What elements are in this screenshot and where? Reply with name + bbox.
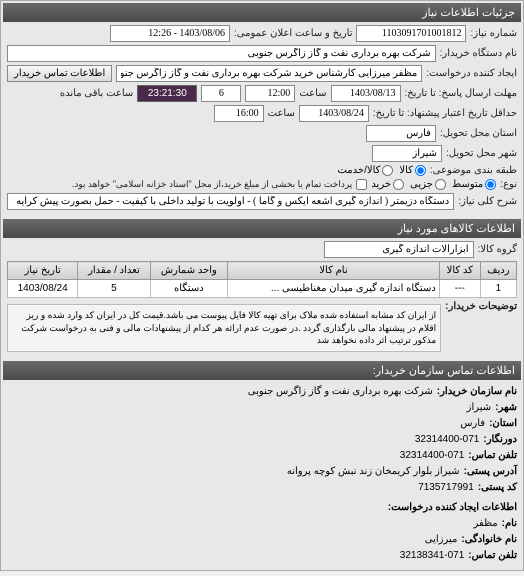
announce-datetime-input[interactable]	[110, 25, 230, 42]
countdown-time: 23:21:30	[137, 85, 197, 102]
header-title: جزئیات اطلاعات نیاز	[422, 7, 515, 19]
creator-phone-value: 32138341-071	[400, 548, 465, 564]
contact-city-label: شهر:	[495, 400, 517, 416]
creator-family-value: میرزایی	[425, 532, 458, 548]
table-row[interactable]: 1 --- دستگاه اندازه گیری میدان مغناطیسی …	[8, 280, 517, 298]
requester-input[interactable]	[116, 65, 422, 82]
budget-opt2-label: کالا/خدمت	[337, 165, 380, 176]
validity-time-input[interactable]	[214, 105, 264, 122]
keyword-label: شرح کلی نیاز:	[458, 196, 517, 207]
contact-org-value: شرکت بهره برداری نفت و گاز زاگرس جنوبی	[248, 384, 433, 400]
response-deadline-date-input[interactable]	[331, 85, 401, 102]
delivery-city-input[interactable]	[372, 145, 442, 162]
contact-postal-value: 7135717991	[418, 480, 474, 496]
requester-label: ایجاد کننده درخواست:	[426, 68, 517, 79]
validity-label: حداقل تاریخ اعتبار پیشنهاد: تا تاریخ:	[373, 108, 517, 119]
time-label-2: ساعت	[268, 108, 295, 119]
budget-radio-group: کالا کالا/خدمت	[337, 165, 425, 176]
announce-datetime-label: تاریخ و ساعت اعلان عمومی:	[234, 28, 353, 39]
cell-row: 1	[480, 280, 516, 298]
table-header-row: ردیف کد کالا نام کالا واحد شمارش تعداد /…	[8, 262, 517, 280]
col-date: تاریخ نیاز	[8, 262, 78, 280]
type-opt3-label: خرید	[371, 179, 391, 190]
payment-checkbox[interactable]	[356, 179, 367, 190]
contact-fax-label: دورنگار:	[483, 432, 517, 448]
countdown-days	[201, 85, 241, 102]
col-qty: تعداد / مقدار	[78, 262, 150, 280]
request-number-input[interactable]	[356, 25, 466, 42]
cell-date: 1403/08/24	[8, 280, 78, 298]
type-radio-1[interactable]	[485, 179, 496, 190]
col-name: نام کالا	[228, 262, 440, 280]
budget-radio-2[interactable]	[382, 165, 393, 176]
delivery-province-input[interactable]	[366, 125, 436, 142]
creator-phone-label: تلفن تماس:	[468, 548, 517, 564]
keyword-input[interactable]	[7, 193, 454, 210]
col-row: ردیف	[480, 262, 516, 280]
contact-city-value: شیراز	[467, 400, 492, 416]
budget-opt1-label: کالا	[399, 165, 413, 176]
contact-fax-value: 32314400-071	[415, 432, 480, 448]
contact-postal-label: کد پستی:	[478, 480, 517, 496]
delivery-province-label: استان محل تحویل:	[440, 128, 517, 139]
cell-code: ---	[439, 280, 480, 298]
delivery-city-label: شهر محل تحویل:	[446, 148, 517, 159]
response-deadline-label: مهلت ارسال پاسخ: تا تاریخ:	[405, 88, 517, 99]
goods-group-input[interactable]	[324, 241, 474, 258]
creator-name-value: مظفر	[474, 516, 498, 532]
contact-phone-label: تلفن تماس:	[468, 448, 517, 464]
request-number-label: شماره نیاز:	[470, 28, 517, 39]
goods-group-label: گروه کالا:	[478, 244, 517, 255]
contact-address-label: آدرس پستی:	[464, 464, 517, 480]
contact-province-value: فارس	[460, 416, 485, 432]
response-deadline-time-input[interactable]	[245, 85, 295, 102]
remaining-label: ساعت باقی مانده	[60, 88, 133, 99]
type-opt2-label: جزیی	[410, 179, 433, 190]
buyer-org-label: نام دستگاه خریدار:	[440, 48, 517, 59]
col-unit: واحد شمارش	[150, 262, 228, 280]
contact-address-value: شیراز بلوار کریمخان زند نبش کوچه پروانه	[287, 464, 460, 480]
notes-label: توضیحات خریدار:	[445, 301, 517, 312]
col-code: کد کالا	[439, 262, 480, 280]
contact-org-label: نام سازمان خریدار:	[437, 384, 517, 400]
creator-family-label: نام خانوادگی:	[461, 532, 517, 548]
goods-section-title: اطلاعات کالاهای مورد نیاز	[3, 219, 521, 238]
cell-unit: دستگاه	[150, 280, 228, 298]
contact-buyer-button[interactable]: اطلاعات تماس خریدار	[7, 65, 112, 82]
type-radio-2[interactable]	[435, 179, 446, 190]
budget-row-label: طبقه بندی موضوعی:	[430, 165, 517, 176]
type-opt1-label: متوسط	[452, 179, 483, 190]
type-radio-group: متوسط جزیی خرید	[371, 179, 496, 190]
type-label: نوع:	[500, 179, 517, 190]
contact-province-label: استان:	[489, 416, 517, 432]
contact-section-title: اطلاعات تماس سازمان خریدار:	[3, 361, 521, 380]
buyer-org-input[interactable]	[7, 45, 436, 62]
goods-table: ردیف کد کالا نام کالا واحد شمارش تعداد /…	[7, 261, 517, 298]
payment-note: پرداخت تمام یا بخشی از مبلغ خرید،از محل …	[72, 179, 352, 190]
cell-name: دستگاه اندازه گیری میدان مغناطیسی ...	[228, 280, 440, 298]
cell-qty: 5	[78, 280, 150, 298]
budget-radio-1[interactable]	[415, 165, 426, 176]
creator-section-label: اطلاعات ایجاد کننده درخواست:	[388, 500, 517, 516]
validity-date-input[interactable]	[299, 105, 369, 122]
contact-phone-value: 32314400-071	[400, 448, 465, 464]
page-header: جزئیات اطلاعات نیاز	[3, 3, 521, 22]
notes-text: از ایران کد مشابه استفاده شده ملاک برای …	[7, 304, 441, 352]
creator-name-label: نام:	[502, 516, 517, 532]
contact-section: نام سازمان خریدار: شرکت بهره برداری نفت …	[3, 380, 521, 568]
type-radio-3[interactable]	[393, 179, 404, 190]
time-label-1: ساعت	[299, 88, 326, 99]
